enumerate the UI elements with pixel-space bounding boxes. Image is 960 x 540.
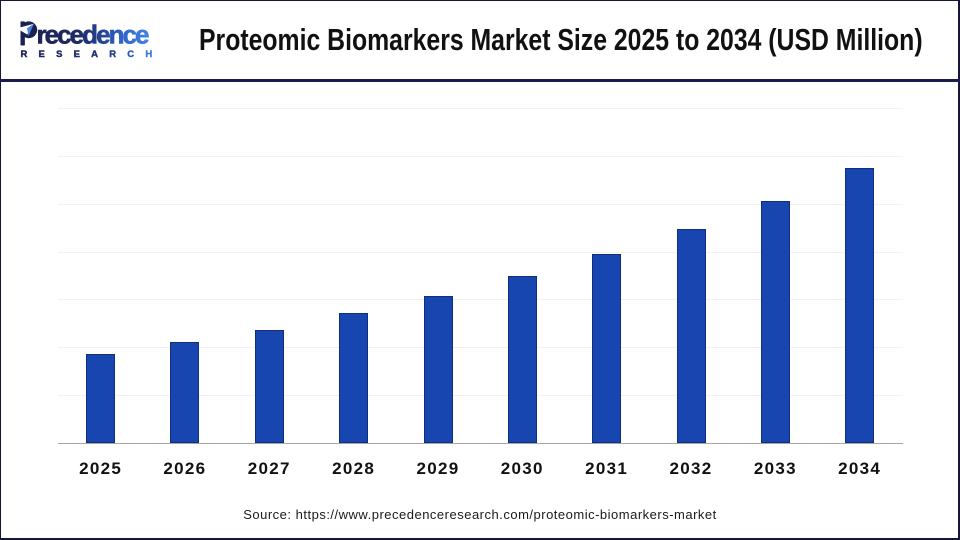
svg-text:recedence: recedence	[37, 19, 150, 49]
svg-text:RESEARCH: RESEARCH	[21, 49, 161, 60]
